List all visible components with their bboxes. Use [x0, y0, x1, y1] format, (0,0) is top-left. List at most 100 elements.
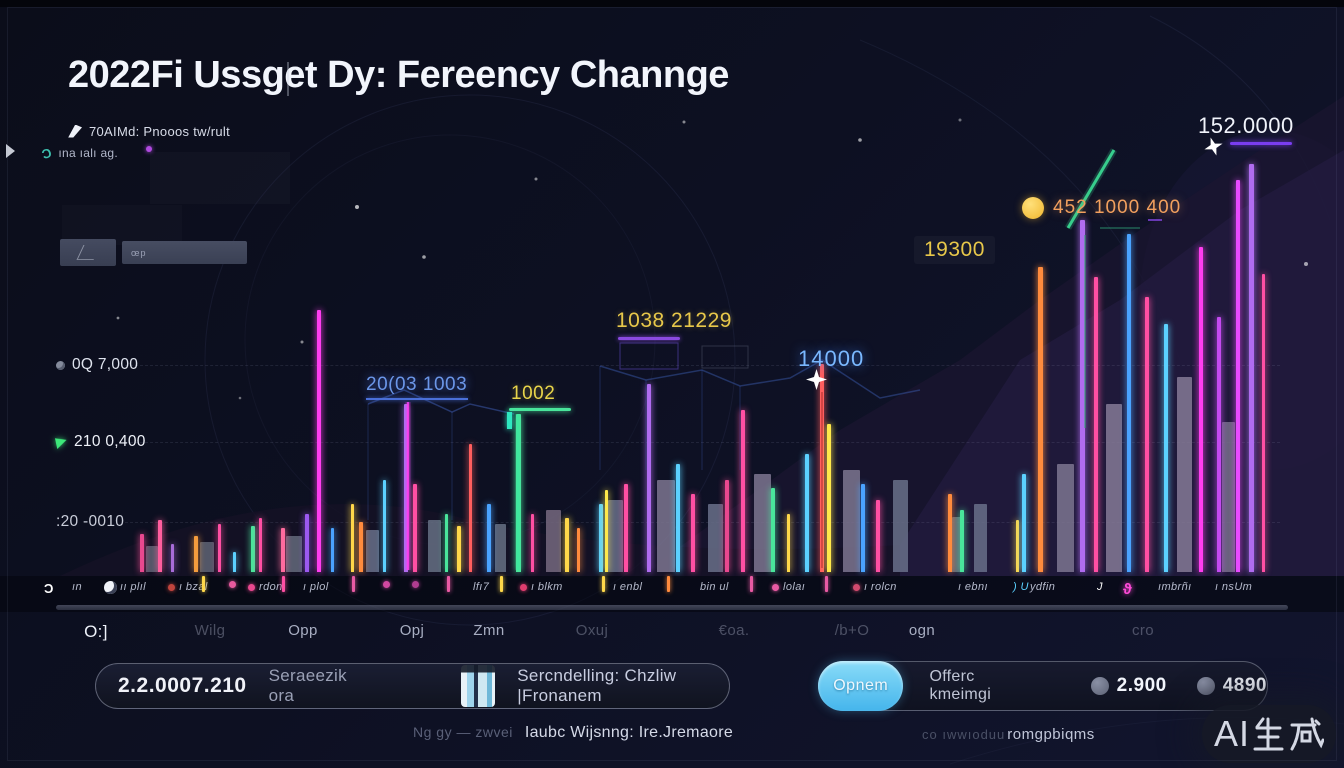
- chart-bar: [1177, 377, 1192, 572]
- underline: [509, 408, 571, 411]
- x-tick: ı rolcn: [853, 581, 897, 593]
- chart-bar: [676, 464, 680, 572]
- ai-watermark: AI: [1202, 705, 1336, 763]
- caption-faint: Ng gy — zwvei: [413, 724, 513, 740]
- chart-bar: [1106, 404, 1122, 572]
- y-axis-label-text: 210 0,400: [74, 433, 146, 450]
- toolbar-chip-input[interactable]: œp: [122, 241, 247, 264]
- chart-bar: [599, 504, 603, 572]
- chart-bar: [725, 480, 729, 572]
- x-tick-label: ydfin: [1030, 581, 1056, 593]
- chart-bar: [531, 514, 534, 572]
- chart-bar: [359, 522, 363, 572]
- x-tick-label: ı nsUm: [1215, 581, 1253, 593]
- chart-bar: [948, 494, 952, 572]
- x-axis-month-label: Opp: [288, 622, 318, 639]
- chart-bar: [843, 470, 860, 572]
- x-tick: ϑ: [1123, 581, 1132, 598]
- chart-bar: [960, 510, 964, 572]
- annotation-1038-value: 1038 21229: [616, 309, 732, 332]
- footer-control-pill: Opnem Offerc kmeimgi 2.900 4890: [818, 661, 1268, 711]
- tick-dot: [520, 583, 527, 591]
- x-tick-label: lfı7: [473, 581, 490, 593]
- x-tick: [104, 581, 117, 594]
- circle-icon: [104, 581, 117, 594]
- x-axis-month-label: /b+O: [834, 622, 870, 639]
- chart-bar: [1236, 180, 1240, 572]
- chart-bar: [146, 546, 158, 572]
- x-tick: [229, 581, 236, 588]
- chart-bar: [1249, 164, 1254, 572]
- series-description: Sercndelling: Chzliw |Fronanem: [517, 666, 677, 705]
- crescent-icon: Ɔ: [44, 581, 54, 596]
- annotation-2003-value: 20(03 1003: [366, 374, 468, 395]
- x-tick: lfı7: [473, 581, 489, 593]
- chart-bar: [1262, 274, 1265, 572]
- annotation-1002-value: 1002: [511, 383, 556, 404]
- y-axis-label: :20 -0010: [56, 513, 124, 531]
- chart-bar: [605, 490, 608, 572]
- primary-action-label: Opnem: [833, 677, 889, 694]
- x-tick: [282, 576, 285, 592]
- x-tick: [667, 576, 670, 592]
- x-tick-label: ıı plıl: [120, 581, 147, 593]
- chart-bar: [413, 484, 417, 572]
- caption-faint: co ıwwıoduu: [922, 727, 1006, 742]
- chart-bar: [383, 480, 386, 572]
- x-tick: ı nsUm: [1215, 581, 1252, 593]
- x-tick: rdon: [248, 581, 283, 593]
- chart-bar: [1145, 297, 1149, 572]
- x-tick-label: bin ul: [700, 581, 729, 593]
- x-tick: ımbrñı: [1158, 581, 1192, 593]
- annotation-2003: 20(03 1003: [366, 374, 468, 400]
- annotation-1038: 1038 21229: [616, 309, 732, 340]
- toolbar-chip-icon[interactable]: [60, 239, 116, 266]
- x-tick-label: lolaı: [783, 581, 806, 593]
- tick-dot: [168, 583, 175, 591]
- y-axis-label: 0Q 7,000: [56, 356, 138, 374]
- legend-line2: ına ıalı ag.: [58, 146, 119, 160]
- cjk-glyph-cheng: [1290, 717, 1324, 751]
- caption-main: Iaubc Wijsnng: Ire.Jremaore: [524, 724, 734, 741]
- annotation-top-right-value: 152.0000: [1198, 113, 1294, 138]
- x-tick-label: ı enbl: [613, 581, 643, 593]
- primary-action-button[interactable]: Opnem: [818, 661, 904, 711]
- tick-bar: [602, 576, 605, 592]
- x-tick: ı plol: [303, 581, 329, 593]
- x-axis-strip: [0, 576, 1344, 612]
- x-tick-label: ın: [72, 581, 82, 593]
- x-axis-month-label: ogn: [908, 622, 936, 639]
- gridline: [125, 442, 1280, 443]
- chart-bar: [893, 480, 908, 572]
- chart-bar: [1217, 317, 1221, 572]
- page-title: 2022Fi Ussget Dy: Fereency Channge: [68, 54, 729, 96]
- x-tick: [447, 576, 450, 592]
- chart-bar: [404, 404, 408, 572]
- y-axis-label-text: 0Q 7,000: [72, 356, 139, 373]
- chart-bar: [1222, 422, 1235, 572]
- chart-bar: [1094, 277, 1098, 572]
- gridline: [125, 365, 1280, 366]
- stat-value-2: 4890: [1222, 675, 1267, 696]
- tick-dot: [853, 583, 860, 591]
- annotation-cluster-value: 452 1000 400: [1053, 197, 1182, 218]
- x-axis-month-label: O:]: [84, 622, 108, 641]
- chart-bar: [140, 534, 144, 572]
- chart-bar: [445, 514, 448, 572]
- chart-bar: [487, 504, 491, 572]
- tick-bar: [282, 576, 285, 592]
- chart-bar: [259, 518, 262, 572]
- chart-bar: [305, 514, 309, 572]
- x-tick-label: ) U: [1013, 581, 1029, 593]
- footer-info-pill[interactable]: 2.2.0007.210 Seraeezik ora Sercndelling:…: [95, 663, 730, 709]
- mini-chart-icon: [461, 665, 496, 707]
- tick-bar: [825, 576, 828, 592]
- scrollbar-track[interactable]: [56, 605, 1288, 610]
- yellow-circle-icon: [1022, 197, 1044, 219]
- chart-bar: [876, 500, 880, 572]
- chart-bar: [546, 510, 561, 572]
- tick-dot: [248, 583, 255, 591]
- annotation-top-right: 152.0000: [1198, 113, 1294, 139]
